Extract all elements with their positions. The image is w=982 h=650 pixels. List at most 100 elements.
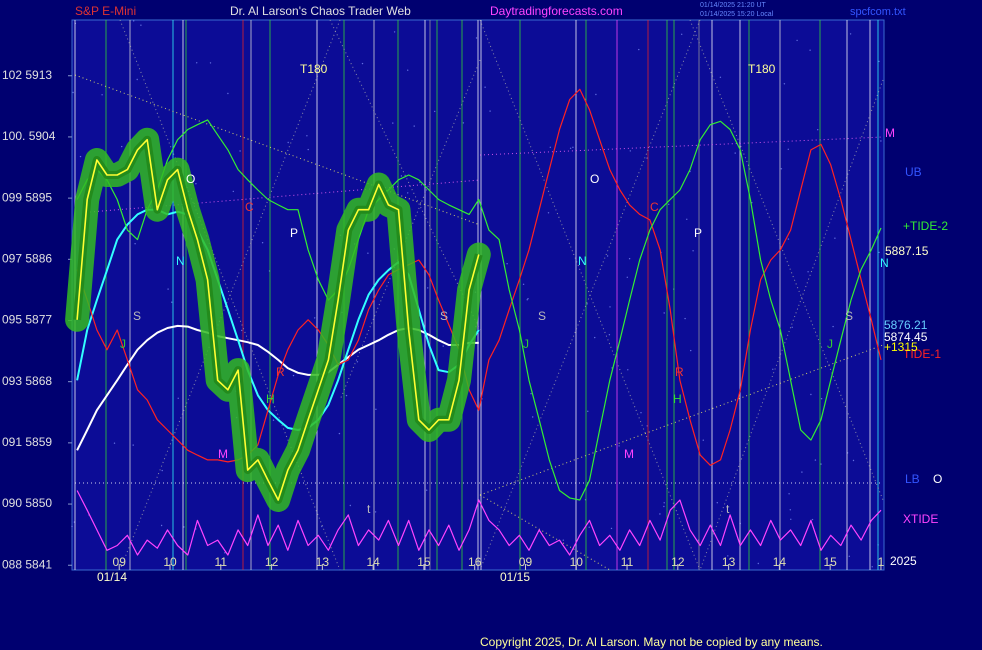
star bbox=[790, 518, 792, 520]
annotation: J bbox=[523, 337, 529, 351]
star bbox=[407, 192, 409, 194]
legend-label: +TIDE-2 bbox=[903, 219, 948, 233]
right-label: N bbox=[880, 256, 889, 270]
annotation: M bbox=[624, 447, 634, 461]
star bbox=[627, 369, 629, 371]
annotation: R bbox=[675, 365, 684, 379]
star bbox=[374, 511, 377, 513]
annotation: N bbox=[176, 254, 185, 268]
right-label: 5876.21 bbox=[884, 318, 928, 332]
star bbox=[783, 83, 786, 85]
right-label: 5874.45 bbox=[884, 330, 928, 344]
star bbox=[393, 31, 396, 33]
star bbox=[878, 251, 880, 254]
star bbox=[400, 175, 403, 177]
y-tick-label: 099 5895 bbox=[2, 190, 52, 204]
star bbox=[227, 92, 229, 95]
star bbox=[489, 110, 491, 112]
annotation: S bbox=[440, 309, 448, 323]
annotation: O bbox=[590, 172, 599, 186]
star bbox=[136, 78, 138, 81]
star bbox=[427, 287, 429, 289]
star bbox=[375, 408, 377, 410]
star bbox=[349, 504, 351, 507]
copyright: Copyright 2025, Dr. Al Larson. May not b… bbox=[480, 635, 823, 649]
star bbox=[407, 69, 409, 71]
annotation: H bbox=[266, 392, 275, 406]
star bbox=[306, 135, 308, 137]
star bbox=[820, 398, 823, 400]
star bbox=[692, 250, 694, 252]
star bbox=[878, 60, 880, 63]
star bbox=[177, 397, 179, 399]
star bbox=[484, 86, 486, 88]
star bbox=[79, 155, 82, 158]
star bbox=[610, 527, 613, 530]
star bbox=[562, 539, 564, 541]
star bbox=[686, 218, 688, 220]
star bbox=[586, 303, 588, 305]
y-tick-label: 093 5868 bbox=[2, 374, 52, 388]
star bbox=[413, 125, 415, 127]
star bbox=[113, 442, 116, 444]
star bbox=[232, 190, 234, 193]
annotation: R bbox=[276, 365, 285, 379]
x-tick-label: 13 bbox=[316, 555, 330, 569]
x-tick-label: 09 bbox=[113, 555, 127, 569]
star bbox=[626, 276, 628, 278]
x-tick-label: 11 bbox=[215, 555, 228, 569]
x-tick-label: 15 bbox=[823, 555, 837, 569]
annotation: J bbox=[827, 337, 833, 351]
star bbox=[810, 393, 812, 396]
y-tick-label: 100. 5904 bbox=[2, 129, 56, 143]
star bbox=[849, 33, 852, 35]
star bbox=[321, 525, 323, 528]
star bbox=[663, 502, 665, 504]
star bbox=[72, 91, 74, 94]
series-line bbox=[76, 119, 882, 501]
timestamp: 01/14/2025 21:20 UT bbox=[700, 2, 766, 9]
x-tick-label: 16 bbox=[468, 555, 482, 569]
star bbox=[811, 518, 814, 521]
star bbox=[361, 62, 364, 65]
star bbox=[314, 317, 316, 319]
star bbox=[532, 416, 534, 418]
star bbox=[594, 336, 596, 339]
star bbox=[789, 509, 791, 511]
star bbox=[134, 243, 136, 245]
star bbox=[609, 306, 611, 308]
star bbox=[820, 463, 822, 465]
annotation: S bbox=[133, 309, 141, 323]
y-tick-label: 102 5913 bbox=[2, 68, 52, 82]
star bbox=[101, 94, 103, 96]
star bbox=[716, 502, 718, 504]
y-tick-label: 095 5877 bbox=[2, 313, 52, 327]
star bbox=[224, 552, 226, 554]
x-tick-label: 10 bbox=[163, 555, 177, 569]
star bbox=[801, 471, 803, 473]
star bbox=[629, 150, 631, 152]
annotation: N bbox=[578, 254, 587, 268]
chart-title: Dr. Al Larson's Chaos Trader Web bbox=[230, 4, 411, 18]
website: Daytradingforecasts.com bbox=[490, 4, 623, 18]
star bbox=[646, 157, 648, 159]
instrument: S&P E-Mini bbox=[75, 4, 136, 18]
star bbox=[684, 317, 686, 320]
star bbox=[367, 252, 369, 254]
x-tick-label: 13 bbox=[722, 555, 736, 569]
star bbox=[426, 489, 428, 491]
x-tick-label: 12 bbox=[671, 555, 685, 569]
star bbox=[239, 150, 241, 152]
star bbox=[791, 326, 793, 328]
y-tick-label: 090 5850 bbox=[2, 496, 52, 510]
right-label: UB bbox=[905, 165, 922, 179]
star bbox=[133, 20, 135, 22]
star bbox=[392, 122, 394, 124]
price-line bbox=[76, 138, 480, 501]
star bbox=[817, 129, 819, 131]
x-tick-label: 14 bbox=[366, 555, 380, 569]
star bbox=[659, 513, 661, 515]
annotation: H bbox=[673, 392, 682, 406]
labels: S&P E-Mini Dr. Al Larson's Chaos Trader … bbox=[2, 2, 948, 649]
